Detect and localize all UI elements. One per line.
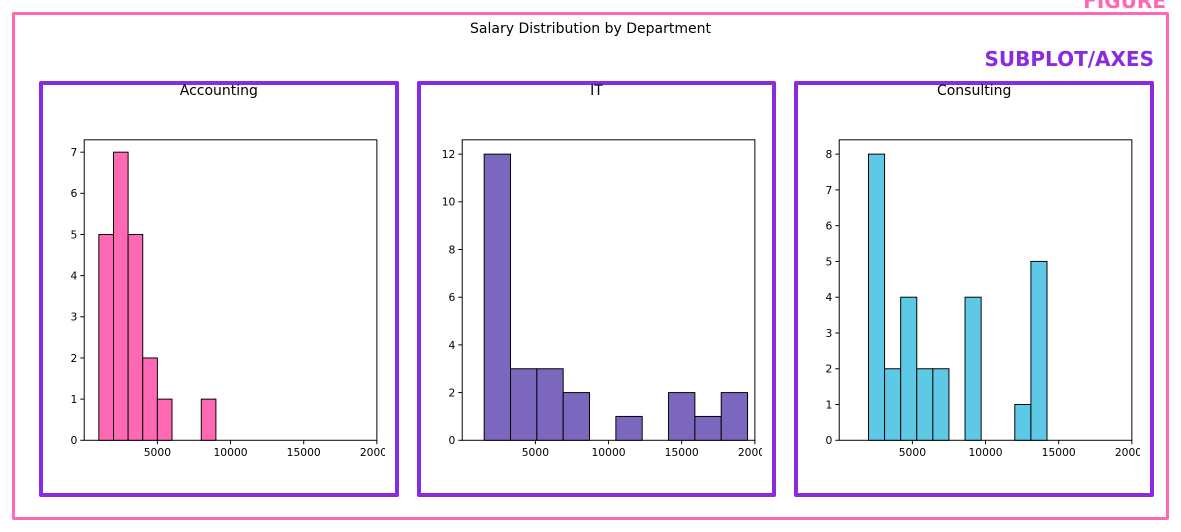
y-tick-label: 2 <box>826 363 833 376</box>
y-tick-label: 2 <box>448 386 455 399</box>
histogram-bar <box>113 152 128 440</box>
y-tick-label: 7 <box>71 146 78 159</box>
histogram-bar <box>143 358 158 440</box>
histogram-svg: 5000 10000 15000 20000 0 1 2 3 4 5 6 7 8 <box>808 99 1140 485</box>
axes-annotation-label: SUBPLOT/AXES <box>985 47 1155 71</box>
x-tick-label: 5000 <box>899 446 926 459</box>
y-tick-label: 0 <box>71 434 78 447</box>
histogram-bar <box>128 234 143 440</box>
y-tick-label: 6 <box>826 220 833 233</box>
histogram-bar <box>933 369 949 441</box>
y-tick-label: 4 <box>826 291 833 304</box>
x-tick-label: 10000 <box>969 446 1003 459</box>
subplot-axes-1: IT 5000 10000 15000 20000 0 2 4 6 8 10 12 <box>417 81 777 497</box>
histogram-bar <box>869 154 885 440</box>
histogram-bar <box>537 369 563 441</box>
y-tick-label: 4 <box>71 270 78 283</box>
figure-suptitle: Salary Distribution by Department <box>15 21 1166 37</box>
y-tick-label: 8 <box>826 148 833 161</box>
y-tick-label: 3 <box>826 327 833 340</box>
histogram-bar <box>616 416 642 440</box>
histogram-bar <box>965 297 981 440</box>
y-tick-label: 10 <box>441 196 455 209</box>
histogram-bar <box>1015 405 1031 441</box>
histogram-bar <box>695 416 721 440</box>
histogram-bar <box>157 399 172 440</box>
histogram-bar <box>484 154 510 440</box>
y-tick-label: 3 <box>71 311 78 324</box>
histogram-bar <box>510 369 536 441</box>
histogram-bar <box>1031 261 1047 440</box>
y-tick-label: 4 <box>448 339 455 352</box>
x-tick-label: 15000 <box>287 446 321 459</box>
x-tick-label: 15000 <box>1042 446 1076 459</box>
y-tick-label: 5 <box>71 228 78 241</box>
x-tick-label: 20000 <box>360 446 385 459</box>
y-tick-label: 0 <box>826 434 833 447</box>
x-tick-label: 5000 <box>144 446 171 459</box>
x-tick-label: 10000 <box>213 446 247 459</box>
subplot-axes-0: Accounting 5000 10000 15000 20000 0 1 2 3 4 5 6 7 <box>39 81 399 497</box>
histogram-bar <box>99 234 114 440</box>
figure-container: FIGURE SUBPLOT/AXES Salary Distribution … <box>12 12 1169 520</box>
y-tick-label: 7 <box>826 184 833 197</box>
y-tick-label: 1 <box>71 393 78 406</box>
x-tick-label: 5000 <box>521 446 548 459</box>
histogram-bar <box>917 369 933 441</box>
x-tick-label: 10000 <box>591 446 625 459</box>
x-tick-label: 20000 <box>1115 446 1140 459</box>
histogram-bar <box>668 393 694 441</box>
y-tick-label: 6 <box>448 291 455 304</box>
histogram-svg: 5000 10000 15000 20000 0 1 2 3 4 5 6 7 <box>53 99 385 485</box>
subplot-title: Consulting <box>798 83 1150 99</box>
figure-label: FIGURE <box>1083 0 1166 13</box>
histogram-svg: 5000 10000 15000 20000 0 2 4 6 8 10 12 <box>431 99 763 485</box>
y-tick-label: 6 <box>71 187 78 200</box>
y-tick-label: 8 <box>448 243 455 256</box>
histogram-bar <box>721 393 747 441</box>
subplot-axes-2: Consulting 5000 10000 15000 20000 0 1 2 3 4 5 6 7 8 <box>794 81 1154 497</box>
y-tick-label: 5 <box>826 255 833 268</box>
histogram-bar <box>201 399 216 440</box>
histogram-bar <box>885 369 901 441</box>
x-tick-label: 20000 <box>737 446 762 459</box>
histogram-bar <box>901 297 917 440</box>
subplot-row: Accounting500010000150002000001234567IT5… <box>39 81 1154 497</box>
y-tick-label: 1 <box>826 398 833 411</box>
histogram-bar <box>563 393 589 441</box>
x-tick-label: 15000 <box>664 446 698 459</box>
subplot-title: IT <box>421 83 773 99</box>
subplot-title: Accounting <box>43 83 395 99</box>
y-tick-label: 12 <box>441 148 455 161</box>
y-tick-label: 0 <box>448 434 455 447</box>
y-tick-label: 2 <box>71 352 78 365</box>
